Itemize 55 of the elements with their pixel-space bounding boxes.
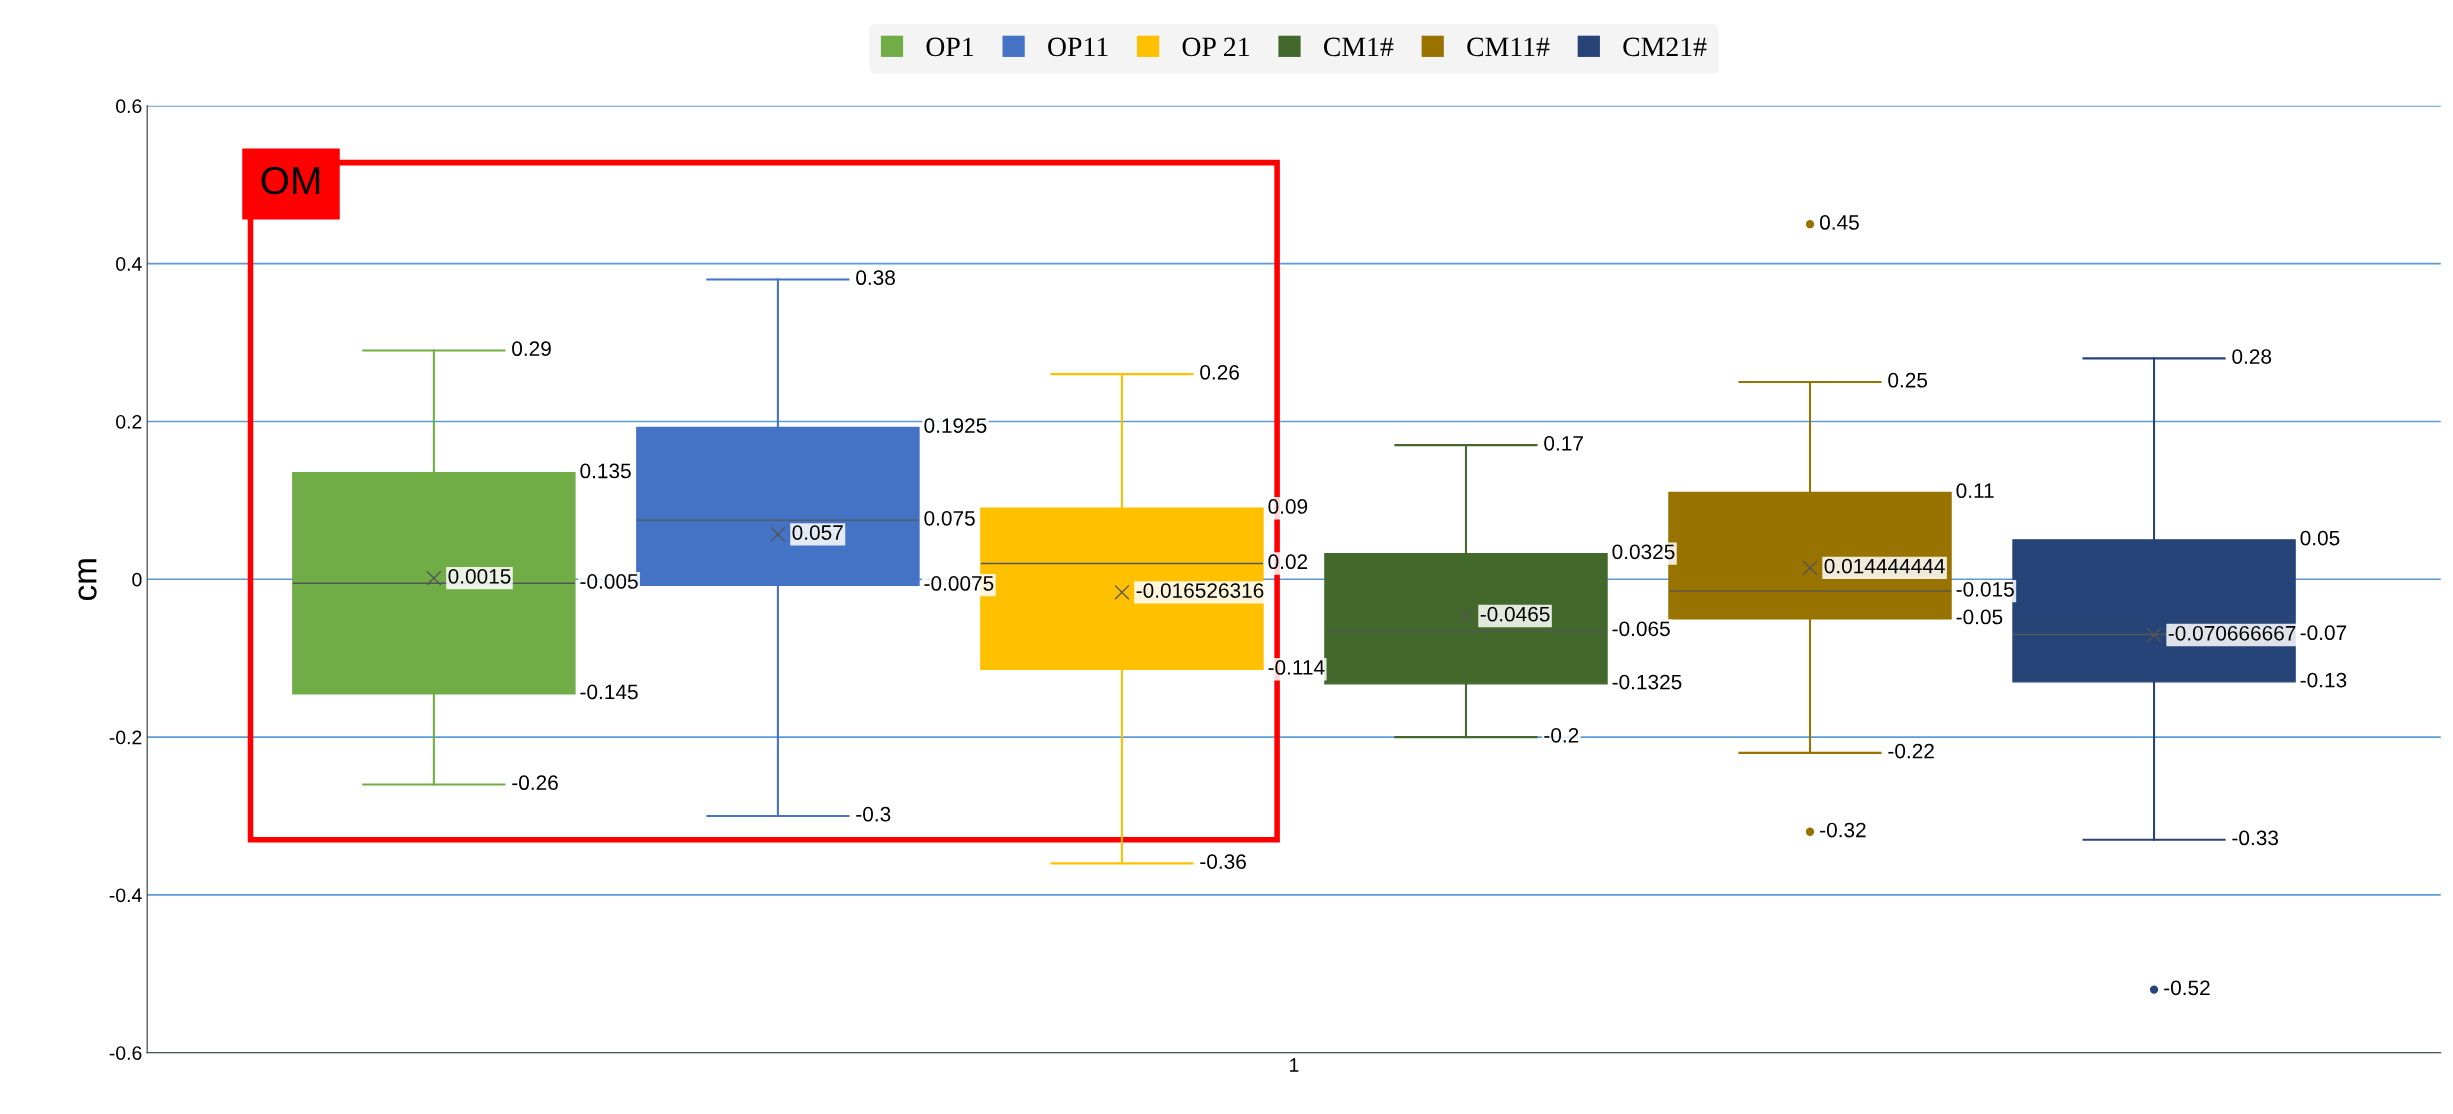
x-tick-label: 1 [1290, 1058, 1299, 1072]
text: 0.38 [856, 270, 895, 286]
text: -0.114 [1268, 660, 1325, 675]
y-tick-label: -0.6 [109, 1046, 142, 1060]
y-tick-label: 0.4 [116, 257, 142, 271]
legend-label: CM1# [1323, 37, 1394, 57]
text: 0.075 [924, 510, 975, 526]
text: -0.13 [2300, 672, 2347, 688]
y-tick-label: -0.4 [109, 888, 142, 903]
text: -0.145 [580, 684, 638, 700]
text: 0.11 [1956, 483, 1994, 499]
legend-label: OP 21 [1182, 37, 1249, 57]
legend-label: OP11 [1048, 37, 1108, 57]
text: -0.32 [1820, 822, 1866, 838]
text: -0.015 [1956, 581, 2014, 597]
y-tick-label: -0.2 [109, 730, 142, 745]
text: 0.29 [512, 341, 551, 357]
text: -0.2 [1544, 727, 1579, 743]
text: -0.52 [2164, 980, 2210, 996]
text: 0.0325 [1612, 544, 1675, 560]
text: 0.28 [2232, 349, 2272, 364]
text: 0.0015 [448, 568, 511, 584]
legend-label: CM11# [1467, 37, 1550, 57]
y-tick-label: 0.2 [116, 414, 142, 429]
text: 0.014444444 [1824, 558, 1945, 574]
annotation: OM [261, 166, 320, 195]
y-axis-title: cm [78, 559, 97, 601]
text: -0.05 [1956, 609, 2003, 625]
text: -0.22 [1888, 743, 1934, 759]
text: 0.057 [792, 525, 843, 540]
text: -0.0075 [924, 576, 994, 591]
text: 0.17 [1544, 435, 1583, 451]
text: -0.07 [2300, 625, 2347, 641]
text: -0.0465 [1480, 606, 1550, 622]
legend-label: CM21# [1623, 37, 1707, 57]
text: 0.135 [580, 463, 631, 479]
text: 0.25 [1888, 372, 1928, 388]
text: 0.09 [1268, 499, 1308, 514]
text: -0.070666667 [2168, 625, 2296, 641]
text: -0.33 [2232, 830, 2279, 846]
text: 0.02 [1268, 554, 1308, 570]
y-tick-label: 0.6 [116, 99, 142, 114]
legend-label: OP1 [926, 37, 974, 57]
text: -0.016526316 [1136, 583, 1264, 598]
text: -0.005 [580, 574, 638, 589]
y-tick-label: 0 [132, 572, 142, 587]
text: -0.26 [512, 775, 558, 791]
text: 0.45 [1820, 215, 1859, 230]
text: 0.1925 [924, 418, 987, 433]
text: -0.1325 [1612, 674, 1682, 690]
text: 0.05 [2300, 530, 2340, 546]
text: -0.3 [856, 806, 891, 822]
text: -0.36 [1200, 854, 1246, 869]
text: 0.26 [1200, 364, 1239, 380]
text: -0.065 [1612, 621, 1670, 637]
